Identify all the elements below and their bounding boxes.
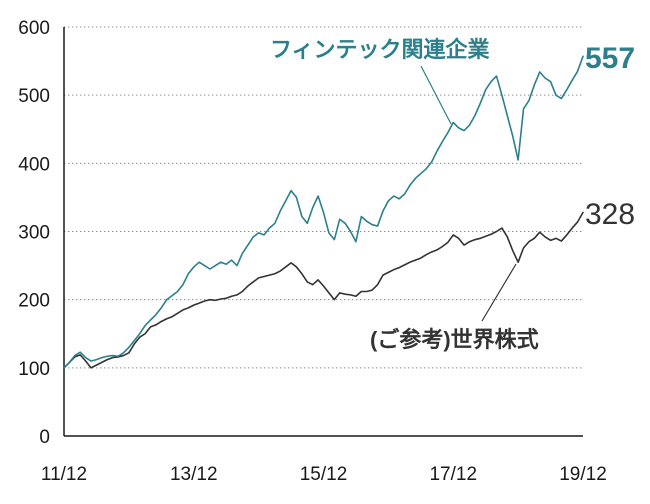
y-tick-label: 0 <box>39 427 50 448</box>
x-axis-tick-labels: 11/12 13/12 15/12 17/12 19/12 <box>41 464 607 485</box>
fintech-end-value-label: 557 <box>585 42 635 75</box>
series-group-1 <box>63 211 584 369</box>
gridlines <box>64 26 583 369</box>
y-tick-label: 300 <box>18 223 50 244</box>
y-tick-label: 200 <box>18 291 50 312</box>
y-tick-label: 100 <box>18 359 50 380</box>
x-tick-label: 13/12 <box>170 464 218 485</box>
fintech-series-label: フィンテック関連企業 <box>270 37 491 62</box>
y-tick-label: 500 <box>18 86 50 107</box>
y-tick-label: 600 <box>18 18 50 39</box>
series-line-0 <box>63 55 584 369</box>
x-tick-label: 17/12 <box>429 464 477 485</box>
series-group-0 <box>63 55 584 369</box>
y-axis-tick-labels: 0 100 200 300 400 500 600 <box>18 18 50 448</box>
world-stock-series-label: (ご参考)世界株式 <box>370 327 539 352</box>
x-tick-label: 19/12 <box>559 464 607 485</box>
world-stock-leader-line <box>481 263 517 322</box>
series-line-1 <box>63 211 584 369</box>
y-tick-label: 400 <box>18 154 50 175</box>
x-tick-label: 11/12 <box>41 464 87 485</box>
x-tick-label: 15/12 <box>300 464 348 485</box>
fintech-leader-line <box>420 65 452 125</box>
world-stock-end-value-label: 328 <box>585 198 635 231</box>
series-lines <box>63 55 584 369</box>
